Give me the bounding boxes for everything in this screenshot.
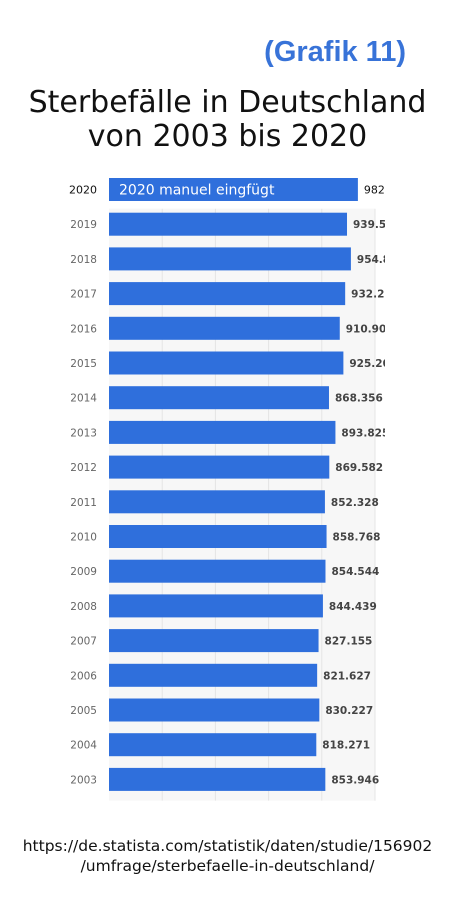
year-label: 2006 <box>70 670 97 682</box>
bar <box>109 420 336 444</box>
bar <box>109 316 340 340</box>
year-label: 2003 <box>70 774 97 786</box>
year-label: 2012 <box>70 462 97 474</box>
bar <box>109 351 344 375</box>
year-label: 2005 <box>70 705 97 717</box>
bar <box>109 386 329 410</box>
bar <box>109 525 327 548</box>
value-label: 893.825 <box>341 427 385 439</box>
year-label: 2020 <box>69 184 97 197</box>
value-label: 910.902 <box>346 323 385 335</box>
bar <box>109 559 326 583</box>
bar <box>109 767 326 791</box>
year-label: 2013 <box>70 427 97 439</box>
year-label: 2009 <box>70 566 97 578</box>
value-label: 853.946 <box>331 774 379 786</box>
chart-title: Sterbefälle in Deutschland von 2003 bis … <box>0 86 455 154</box>
value-label: 818.271 <box>322 740 370 752</box>
year-label: 2016 <box>70 323 97 335</box>
bar <box>109 247 351 271</box>
value-label: 869.582 <box>335 462 383 474</box>
value-label: 925.200 <box>349 358 385 370</box>
figure-label: (Grafik 11) <box>264 36 406 68</box>
value-label: 852.328 <box>331 497 379 509</box>
year-label: 2004 <box>70 740 97 752</box>
bar-chart: 2020 982489 2020 manuel eingfügt 2019 939.52… <box>69 178 385 801</box>
source-url-line-2[interactable]: /umfrage/sterbefaelle-in-deutschland/ <box>80 857 375 875</box>
value-label: 868.356 <box>335 393 383 405</box>
bar <box>109 663 318 687</box>
year-label: 2014 <box>70 393 97 405</box>
year-label: 2008 <box>70 601 97 613</box>
value-label: 854.544 <box>331 566 379 578</box>
year-label: 2010 <box>70 532 97 544</box>
value-label: 982489 <box>364 184 385 197</box>
value-label: 858.768 <box>333 532 381 544</box>
bar <box>109 455 330 479</box>
value-label: 830.227 <box>325 705 373 717</box>
value-label: 954.874 <box>357 254 385 266</box>
bar <box>109 629 319 653</box>
year-label: 2015 <box>70 358 97 370</box>
year-label: 2017 <box>70 289 97 301</box>
bar <box>109 178 358 201</box>
value-label: 932.272 <box>351 289 385 301</box>
bar <box>109 490 325 514</box>
source-url[interactable]: https://de.statista.com/statistik/daten/… <box>0 836 455 876</box>
value-label: 821.627 <box>323 670 371 682</box>
year-label: 2007 <box>70 636 97 648</box>
bar <box>109 594 323 618</box>
bar <box>109 698 320 722</box>
bar <box>109 212 348 236</box>
bar <box>109 733 317 757</box>
source-url-line-1[interactable]: https://de.statista.com/statistik/daten/… <box>22 837 433 855</box>
value-label: 827.155 <box>325 636 373 648</box>
year-label: 2018 <box>70 254 97 266</box>
annotation-label: 2020 manuel eingfügt <box>119 183 275 199</box>
title-line-1: Sterbefälle in Deutschland <box>28 85 427 120</box>
year-label: 2019 <box>70 219 97 231</box>
title-line-2: von 2003 bis 2020 <box>87 119 368 154</box>
value-label: 939.520 <box>353 219 385 231</box>
year-label: 2011 <box>70 497 97 509</box>
bar <box>109 282 346 306</box>
value-label: 844.439 <box>329 601 377 613</box>
